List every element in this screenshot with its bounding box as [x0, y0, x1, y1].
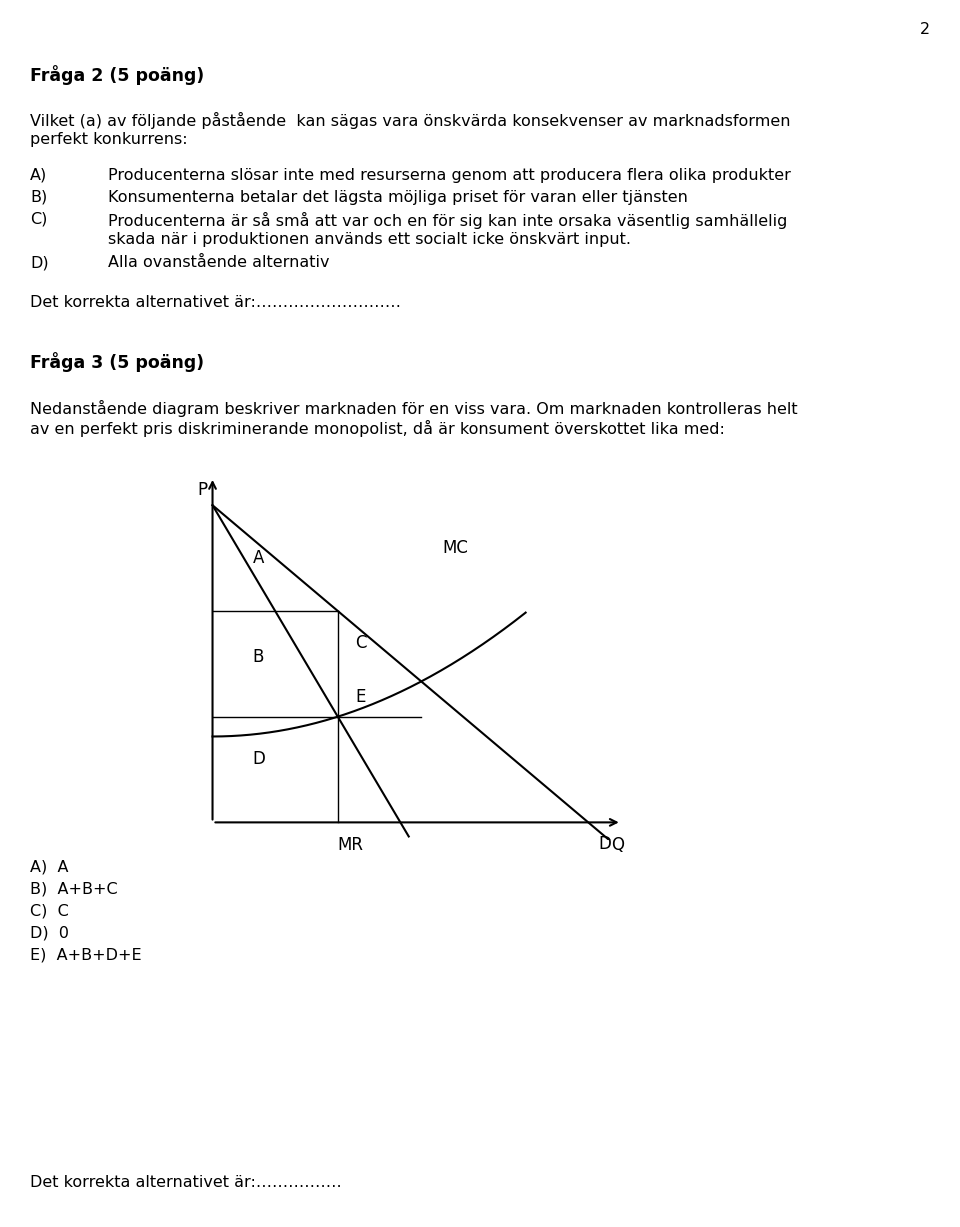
Text: C)  C: C) C — [30, 904, 69, 919]
Text: Fråga 3 (5 poäng): Fråga 3 (5 poäng) — [30, 352, 204, 372]
Text: Vilket (a) av följande påstående  kan sägas vara önskvärda konsekvenser av markn: Vilket (a) av följande påstående kan säg… — [30, 112, 790, 129]
Text: D)  0: D) 0 — [30, 926, 69, 941]
Text: MR: MR — [337, 837, 363, 854]
Text: skada när i produktionen används ett socialt icke önskvärt input.: skada när i produktionen används ett soc… — [108, 232, 631, 247]
Text: B): B) — [30, 190, 47, 205]
Text: MC: MC — [443, 539, 468, 557]
Text: B: B — [252, 648, 264, 666]
Text: Fråga 2 (5 poäng): Fråga 2 (5 poäng) — [30, 65, 204, 85]
Text: Det korrekta alternativet är:…………….: Det korrekta alternativet är:……………. — [30, 1175, 342, 1190]
Text: 2: 2 — [920, 22, 930, 37]
Text: Alla ovanstående alternativ: Alla ovanstående alternativ — [108, 255, 329, 270]
Text: av en perfekt pris diskriminerande monopolist, då är konsument överskottet lika : av en perfekt pris diskriminerande monop… — [30, 420, 725, 437]
Text: Konsumenterna betalar det lägsta möjliga priset för varan eller tjänsten: Konsumenterna betalar det lägsta möjliga… — [108, 190, 688, 205]
Text: Q: Q — [611, 837, 624, 854]
Text: E)  A+B+D+E: E) A+B+D+E — [30, 948, 142, 963]
Text: E: E — [355, 688, 366, 707]
Text: A: A — [252, 550, 264, 567]
Text: perfekt konkurrens:: perfekt konkurrens: — [30, 133, 187, 147]
Text: A): A) — [30, 168, 47, 183]
Text: A)  A: A) A — [30, 860, 68, 875]
Text: P: P — [197, 481, 207, 498]
Text: C: C — [355, 633, 367, 652]
Text: D: D — [252, 750, 265, 768]
Text: Producenterna är så små att var och en för sig kan inte orsaka väsentlig samhäll: Producenterna är så små att var och en f… — [108, 212, 787, 229]
Text: C): C) — [30, 212, 47, 227]
Text: Det korrekta alternativet är:………………………: Det korrekta alternativet är:……………………… — [30, 294, 401, 310]
Text: D): D) — [30, 255, 49, 270]
Text: D: D — [598, 834, 612, 853]
Text: B)  A+B+C: B) A+B+C — [30, 882, 118, 897]
Text: Producenterna slösar inte med resurserna genom att producera flera olika produkt: Producenterna slösar inte med resurserna… — [108, 168, 791, 183]
Text: Nedanstående diagram beskriver marknaden för en viss vara. Om marknaden kontroll: Nedanstående diagram beskriver marknaden… — [30, 400, 798, 417]
